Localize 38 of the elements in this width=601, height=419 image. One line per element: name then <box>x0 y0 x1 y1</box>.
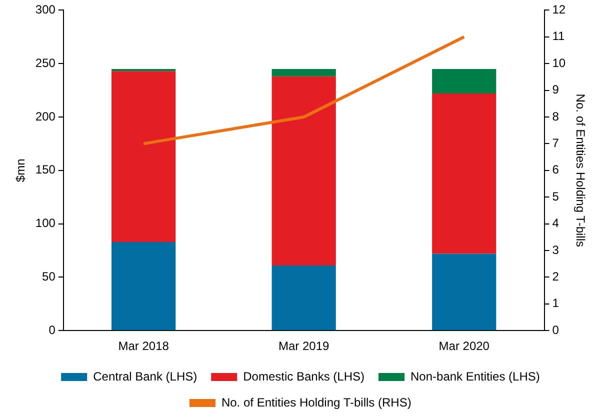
bar <box>112 68 176 72</box>
legend-label: Non-bank Entities (LHS) <box>410 369 540 384</box>
bar <box>432 94 496 254</box>
y-tick-label: 0 <box>48 322 56 337</box>
y2-tick-label: 9 <box>552 82 560 97</box>
y-tick-label: 50 <box>42 270 56 284</box>
x-tick-label: Mar 2018 <box>118 339 170 354</box>
bar <box>272 68 336 76</box>
y-tick-label: 250 <box>35 56 56 70</box>
bar <box>272 76 336 266</box>
x-tick-label: Mar 2020 <box>438 339 490 354</box>
y2-tick-label: 0 <box>552 322 560 337</box>
y2-tick-label: 6 <box>552 162 560 177</box>
y2-axis-title: No. of Entities Holding T-bills <box>573 94 588 247</box>
x-tick-label: Mar 2019 <box>278 339 330 354</box>
legend-label: Domestic Banks (LHS) <box>243 369 365 384</box>
y-tick-label: 300 <box>35 2 56 17</box>
legend-label: No. of Entities Holding T-bills (RHS) <box>221 395 412 410</box>
y2-tick-label: 8 <box>552 109 560 124</box>
y2-tick-label: 11 <box>552 29 566 44</box>
y-tick-label: 100 <box>35 216 56 230</box>
bar <box>112 71 176 242</box>
y2-tick-label: 2 <box>552 270 560 284</box>
y2-tick-label: 12 <box>552 2 566 17</box>
bar <box>432 68 496 94</box>
y2-tick-label: 3 <box>552 242 560 257</box>
legend-label: Central Bank (LHS) <box>93 369 198 384</box>
y-tick-label: 200 <box>35 109 56 124</box>
y-axis-title: $mn <box>14 158 28 182</box>
y2-tick-label: 1 <box>552 296 560 310</box>
y2-tick-label: 10 <box>552 56 566 70</box>
y2-tick-label: 5 <box>552 189 560 204</box>
bar <box>272 265 336 330</box>
bar <box>432 254 496 330</box>
y2-tick-label: 4 <box>552 216 560 230</box>
y2-tick-label: 7 <box>552 136 560 150</box>
bar <box>112 242 176 330</box>
y-tick-label: 150 <box>35 162 56 177</box>
